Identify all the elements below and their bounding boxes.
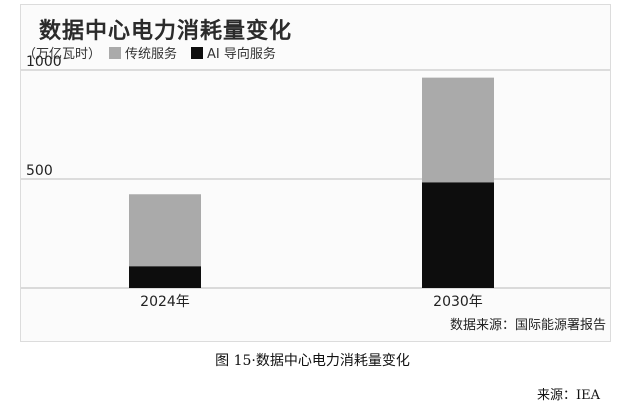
y-axis-unit: （万亿瓦时）	[23, 47, 102, 62]
bar-traditional-1	[422, 77, 494, 183]
legend-swatch-traditional	[109, 46, 122, 59]
y-tick-label-1000: 1000	[26, 54, 62, 70]
x-tick-label-0: 2024年	[140, 294, 190, 310]
stacked-bar-chart: 500 1000 2024年 2030年	[21, 54, 610, 310]
legend-label-ai: AI 导向服务	[207, 47, 276, 62]
bar-traditional-0	[129, 194, 201, 267]
legend-item-ai: AI 导向服务	[191, 43, 276, 62]
chart-source-note: 数据来源：国际能源署报告	[449, 318, 606, 333]
bar-ai-1	[422, 182, 494, 288]
bar-ai-0	[129, 266, 201, 288]
legend-item-traditional: 传统服务	[109, 43, 177, 62]
legend-label-traditional: 传统服务	[125, 47, 178, 62]
legend: （万亿瓦时） 传统服务 AI 导向服务	[23, 43, 290, 62]
y-tick-label-500: 500	[26, 163, 53, 179]
chart-figure: 500 1000 2024年 2030年 数据中心电力消耗量变化 （万亿瓦时） 传统服…	[20, 4, 611, 342]
figure-source: 来源：IEA	[536, 388, 600, 403]
chart-title: 数据中心电力消耗量变化	[39, 19, 293, 44]
legend-swatch-ai	[191, 46, 204, 59]
figure-caption: 图 15·数据中心电力消耗量变化	[215, 353, 410, 369]
x-tick-label-1: 2030年	[433, 294, 483, 310]
